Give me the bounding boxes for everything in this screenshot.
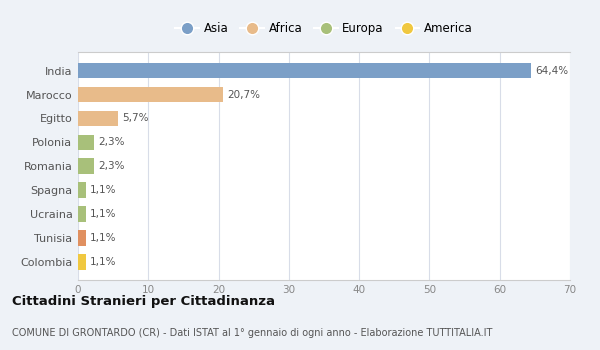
- Legend: Asia, Africa, Europa, America: Asia, Africa, Europa, America: [173, 20, 475, 37]
- Bar: [78, 206, 86, 222]
- Bar: [78, 63, 530, 78]
- Bar: [78, 111, 118, 126]
- Text: 1,1%: 1,1%: [90, 233, 116, 243]
- Text: 2,3%: 2,3%: [98, 161, 125, 171]
- Text: 1,1%: 1,1%: [90, 185, 116, 195]
- Bar: [78, 182, 86, 198]
- Bar: [78, 159, 94, 174]
- Text: 2,3%: 2,3%: [98, 137, 125, 147]
- Text: COMUNE DI GRONTARDO (CR) - Dati ISTAT al 1° gennaio di ogni anno - Elaborazione : COMUNE DI GRONTARDO (CR) - Dati ISTAT al…: [12, 328, 493, 338]
- Text: 1,1%: 1,1%: [90, 257, 116, 267]
- Text: Cittadini Stranieri per Cittadinanza: Cittadini Stranieri per Cittadinanza: [12, 294, 275, 308]
- Bar: [78, 230, 86, 246]
- Text: 5,7%: 5,7%: [122, 113, 149, 124]
- Text: 1,1%: 1,1%: [90, 209, 116, 219]
- Bar: [78, 134, 94, 150]
- Text: 64,4%: 64,4%: [535, 65, 568, 76]
- Text: 20,7%: 20,7%: [228, 90, 261, 99]
- Bar: [78, 87, 223, 102]
- Bar: [78, 254, 86, 270]
